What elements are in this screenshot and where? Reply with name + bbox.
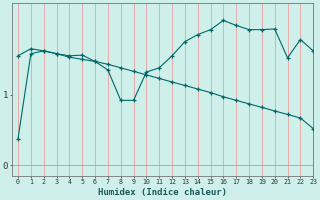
X-axis label: Humidex (Indice chaleur): Humidex (Indice chaleur) [98, 188, 227, 197]
